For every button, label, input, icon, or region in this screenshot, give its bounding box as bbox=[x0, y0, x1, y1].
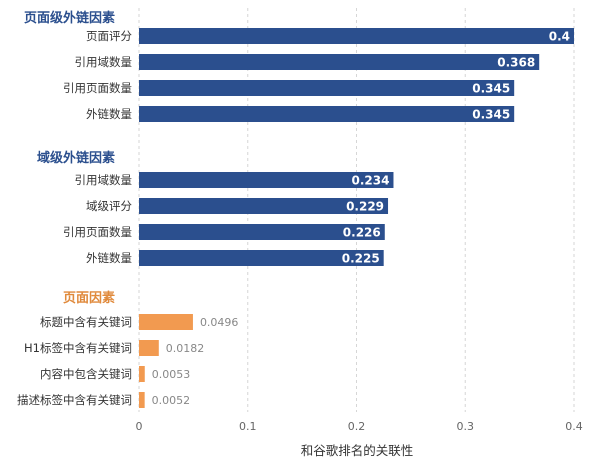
bar bbox=[139, 80, 515, 96]
category-label: 外链数量 bbox=[86, 251, 132, 265]
category-label: 引用页面数量 bbox=[63, 81, 132, 95]
data-label: 0.226 bbox=[343, 226, 381, 240]
data-label: 0.229 bbox=[346, 200, 384, 214]
category-label: 描述标签中含有关键词 bbox=[17, 393, 132, 407]
bar bbox=[139, 366, 145, 382]
bar bbox=[139, 106, 515, 122]
category-label: 引用域数量 bbox=[75, 55, 133, 69]
group-title: 页面级外链因素 bbox=[24, 10, 115, 26]
bar bbox=[139, 250, 384, 266]
bar bbox=[139, 392, 145, 408]
category-label: 内容中包含关键词 bbox=[40, 367, 132, 381]
bar bbox=[139, 54, 540, 70]
data-label: 0.234 bbox=[352, 174, 390, 188]
data-label: 0.0182 bbox=[166, 342, 205, 355]
data-label: 0.225 bbox=[342, 252, 380, 266]
x-tick-label: 0.2 bbox=[348, 420, 366, 433]
data-label: 0.0052 bbox=[152, 394, 191, 407]
bar bbox=[139, 172, 394, 188]
bar bbox=[139, 198, 389, 214]
category-label: 引用页面数量 bbox=[63, 225, 132, 239]
bar bbox=[139, 28, 574, 44]
category-label: 标题中含有关键词 bbox=[40, 315, 132, 329]
category-label: 域级评分 bbox=[86, 199, 132, 213]
x-tick-label: 0 bbox=[136, 420, 143, 433]
category-label: 引用域数量 bbox=[75, 173, 133, 187]
x-tick-label: 0.1 bbox=[239, 420, 257, 433]
category-label: 外链数量 bbox=[86, 107, 132, 121]
bar bbox=[139, 224, 385, 240]
data-label: 0.368 bbox=[497, 56, 535, 70]
data-label: 0.345 bbox=[472, 108, 510, 122]
bar bbox=[139, 314, 193, 330]
category-label: H1标签中含有关键词 bbox=[24, 341, 132, 355]
group-title: 页面因素 bbox=[63, 290, 115, 306]
data-label: 0.4 bbox=[549, 30, 570, 44]
x-tick-label: 0.4 bbox=[565, 420, 583, 433]
x-tick-label: 0.3 bbox=[457, 420, 475, 433]
data-label: 0.0496 bbox=[200, 316, 239, 329]
data-label: 0.345 bbox=[472, 82, 510, 96]
x-axis-label: 和谷歌排名的关联性 bbox=[301, 443, 414, 458]
data-label: 0.0053 bbox=[152, 368, 191, 381]
bar bbox=[139, 340, 159, 356]
group-title: 域级外链因素 bbox=[37, 150, 115, 166]
category-label: 页面评分 bbox=[86, 29, 132, 43]
